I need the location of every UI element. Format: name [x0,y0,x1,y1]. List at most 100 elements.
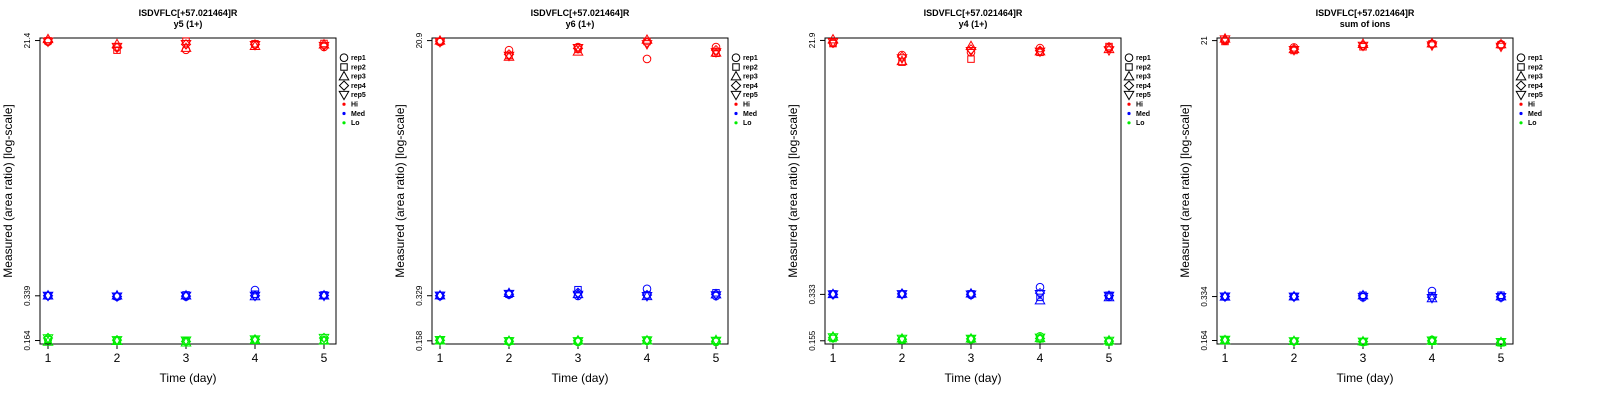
point-lo-rep3-day5 [1103,334,1115,345]
panel-subtitle: sum of ions [1340,19,1391,29]
point-med-rep3-day1 [1219,290,1231,301]
x-tick-label: 4 [1429,351,1436,365]
point-hi-rep5-day5 [318,41,330,52]
point-med-rep3-day3 [180,289,192,300]
point-med-rep4-day3 [1357,290,1369,302]
point-lo-rep3-day2 [1288,335,1300,345]
point-lo-rep3-day4 [1426,334,1438,345]
point-lo-rep5-day5 [710,336,722,347]
legend-symbol-med [1519,111,1523,116]
point-lo-rep5-day4 [1426,336,1438,347]
point-hi-rep1-day2 [504,45,514,55]
panel-subtitle: y6 (1+) [566,19,595,29]
point-hi-rep5-day5 [710,48,722,58]
point-hi-rep5-day3 [1357,41,1369,52]
x-axis-label: Time (day) [1337,371,1394,385]
point-hi-rep5-day4 [1034,47,1046,58]
legend-label-lo: Lo [1136,120,1145,127]
point-med-rep5-day5 [1103,291,1115,302]
point-med-rep5-day3 [1357,292,1369,303]
legend-label-rep3: rep3 [743,74,758,81]
point-hi-rep2-day3 [182,37,190,45]
y-tick-label: 0.333 [808,284,817,305]
legend-symbol-hi [1127,102,1131,106]
legend-symbol-rep2 [1125,63,1133,71]
point-med-rep3-day5 [318,289,330,300]
legend-symbol-hi [342,102,346,106]
point-med-rep3-day2 [896,287,908,298]
x-tick-label: 3 [183,351,190,365]
point-med-rep2-day3 [574,285,582,294]
legend-label-lo: Lo [743,120,752,127]
point-hi-rep5-day3 [965,46,977,57]
legend-label-hi: Hi [1136,102,1143,109]
y-tick-label: 0.164 [1200,330,1209,351]
point-med-rep5-day2 [503,289,515,300]
panel-1: ISDVFLC[+57.021464]Ry5 (1+) 1 2 3 4 5 Time (da… [1,8,366,385]
point-hi-rep5-day5 [1103,46,1115,57]
x-tick-label: 4 [644,351,651,365]
point-lo-rep5-day3 [572,337,584,347]
point-lo-rep5-day2 [503,337,515,347]
panel-subtitle: y5 (1+) [174,19,203,29]
legend-label-med: Med [351,111,365,118]
legend-label-rep1: rep1 [743,55,758,62]
x-tick-label: 1 [830,351,837,365]
x-tick-label: 4 [1037,351,1044,365]
legend-symbol-med [1127,111,1131,116]
point-med-rep5-day1 [827,290,839,301]
point-hi-rep4-day4 [641,37,653,48]
y-axis-label: Measured (area ratio) [log-scale] [1,104,15,277]
legend-symbol-lo [342,121,346,125]
y-tick-label: 21.4 [23,32,32,48]
y-tick-label: 0.158 [415,330,424,351]
legend-label-rep2: rep2 [1528,64,1543,71]
x-tick-label: 5 [1106,351,1113,365]
panel-title: ISDVFLC[+57.021464]R [531,8,630,18]
point-hi-rep3-day5 [318,38,330,49]
point-med-rep3-day1 [434,289,446,300]
point-hi-rep5-day4 [249,40,261,51]
legend-symbol-rep5 [1123,90,1135,101]
panel-2: ISDVFLC[+57.021464]Ry6 (1+) 1 2 3 4 5 Time (da… [393,8,758,385]
point-med-rep4-day4 [1426,291,1438,303]
x-tick-label: 3 [1360,351,1367,365]
point-hi-rep5-day1 [827,38,839,48]
point-lo-rep5-day4 [641,336,653,347]
legend-symbol-rep2 [340,63,348,71]
point-lo-rep5-day5 [1495,337,1507,348]
legend-label-rep1: rep1 [1136,55,1151,62]
y-tick-label: 0.339 [23,285,32,306]
point-med-rep4-day5 [710,288,722,300]
legend-symbol-rep3 [338,70,350,81]
point-hi-rep5-day3 [572,44,584,54]
x-tick-label: 2 [899,351,906,365]
point-hi-rep3-day2 [1288,43,1300,54]
x-tick-label: 1 [1222,351,1229,365]
point-hi-rep5-day5 [1495,42,1507,53]
panel-title: ISDVFLC[+57.021464]R [1316,8,1415,18]
x-tick-label: 1 [45,351,52,365]
point-med-rep3-day3 [965,287,977,298]
point-hi-rep3-day2 [896,55,908,66]
x-axis-label: Time (day) [552,371,609,385]
point-med-rep3-day4 [1034,294,1046,305]
x-tick-label: 4 [252,351,259,365]
point-med-rep2-day4 [1036,293,1044,302]
point-med-rep3-day3 [1357,289,1369,300]
point-med-rep5-day3 [965,290,977,301]
legend-label-rep4: rep4 [351,83,366,90]
y-axis-label: Measured (area ratio) [log-scale] [393,104,407,277]
legend: rep1 rep2 rep3 rep4 rep5 Hi Med Lo [1515,53,1543,127]
point-hi-rep3-day3 [965,40,977,51]
point-lo-rep5-day2 [111,336,123,346]
legend-label-rep2: rep2 [743,64,758,71]
point-hi-rep4-day5 [1103,41,1115,53]
point-lo-rep5-day1 [42,334,54,345]
legend-symbol-rep5 [1515,90,1527,101]
point-med-rep3-day1 [827,288,839,299]
point-med-rep5-day1 [42,291,54,302]
point-med-rep5-day4 [1426,293,1438,304]
point-med-rep3-day2 [1288,290,1300,301]
legend-label-rep4: rep4 [1528,83,1543,90]
